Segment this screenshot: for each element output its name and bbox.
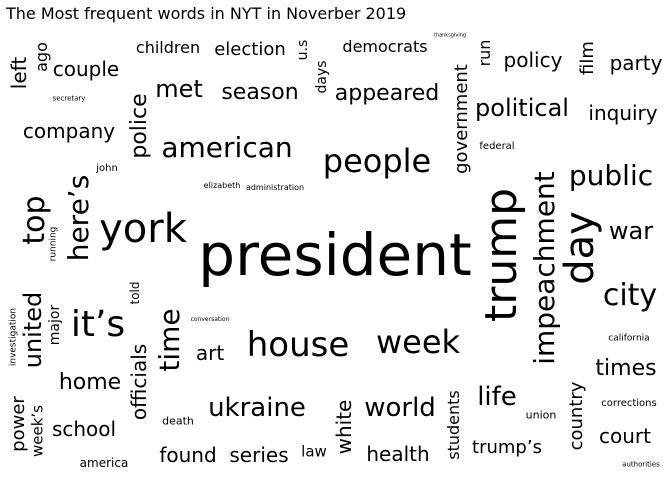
word: told [128, 281, 142, 305]
word: court [599, 424, 651, 448]
word: world [364, 393, 436, 423]
word: day [557, 211, 603, 285]
word: major [47, 304, 63, 346]
word: federal [479, 141, 515, 152]
word: series [229, 443, 289, 467]
word: elizabeth [203, 181, 241, 190]
word: met [155, 75, 203, 103]
word: president [198, 221, 472, 289]
word: law [301, 442, 327, 461]
word: trump [476, 187, 527, 323]
word: impeachment [528, 171, 561, 365]
word: party [609, 51, 663, 75]
word: government [451, 64, 472, 174]
word: film [577, 41, 598, 75]
word: school [51, 417, 117, 441]
word: democrats [342, 37, 428, 56]
word: u.s [295, 39, 311, 61]
word: days [314, 60, 330, 94]
word: ago [32, 42, 51, 72]
word: country [566, 381, 587, 451]
word: power [8, 396, 29, 452]
word: ukraine [208, 393, 306, 423]
word: health [366, 442, 430, 466]
word: week [375, 323, 461, 361]
word: administration [245, 183, 305, 192]
word: union [525, 408, 557, 422]
word: top [17, 195, 52, 245]
word: american [161, 131, 293, 164]
word: found [159, 443, 217, 467]
word: authorities [622, 460, 660, 469]
word: conversation [190, 316, 230, 323]
word: people [322, 142, 432, 180]
word: public [568, 159, 654, 192]
word: police [127, 93, 152, 159]
word: season [221, 80, 299, 105]
word: times [595, 356, 657, 381]
word: america [79, 456, 129, 470]
word: political [475, 94, 569, 122]
word: policy [503, 48, 563, 72]
word: city [602, 278, 658, 313]
word: corrections [601, 398, 657, 409]
word: john [96, 163, 118, 174]
word: war [608, 217, 654, 245]
word: election [214, 39, 286, 60]
word: students [444, 390, 463, 460]
word: appeared [334, 81, 440, 106]
word: life [477, 382, 517, 412]
word: running [48, 226, 59, 262]
word: week’s [28, 405, 47, 457]
word: death [162, 414, 194, 428]
word: left [7, 56, 31, 90]
word: children [135, 38, 201, 57]
word: company [22, 119, 116, 143]
chart-title: The Most frequent words in NYT in Noverb… [6, 4, 407, 23]
word: york [99, 206, 187, 252]
word: investigation [8, 307, 19, 367]
word: trump’s [472, 437, 542, 458]
word: thanksgiving [433, 32, 467, 39]
word: officials [127, 343, 151, 421]
word: time [153, 308, 186, 372]
word: house [246, 325, 350, 365]
word: secretary [52, 94, 86, 103]
word: art [195, 341, 225, 365]
word: here’s [62, 174, 95, 262]
word: couple [52, 57, 120, 81]
word: california [608, 333, 650, 344]
word: united [19, 291, 47, 369]
word: inquiry [588, 101, 658, 125]
word: it’s [70, 304, 126, 345]
word: run [475, 39, 494, 67]
word: white [332, 399, 356, 455]
word: home [58, 370, 122, 395]
